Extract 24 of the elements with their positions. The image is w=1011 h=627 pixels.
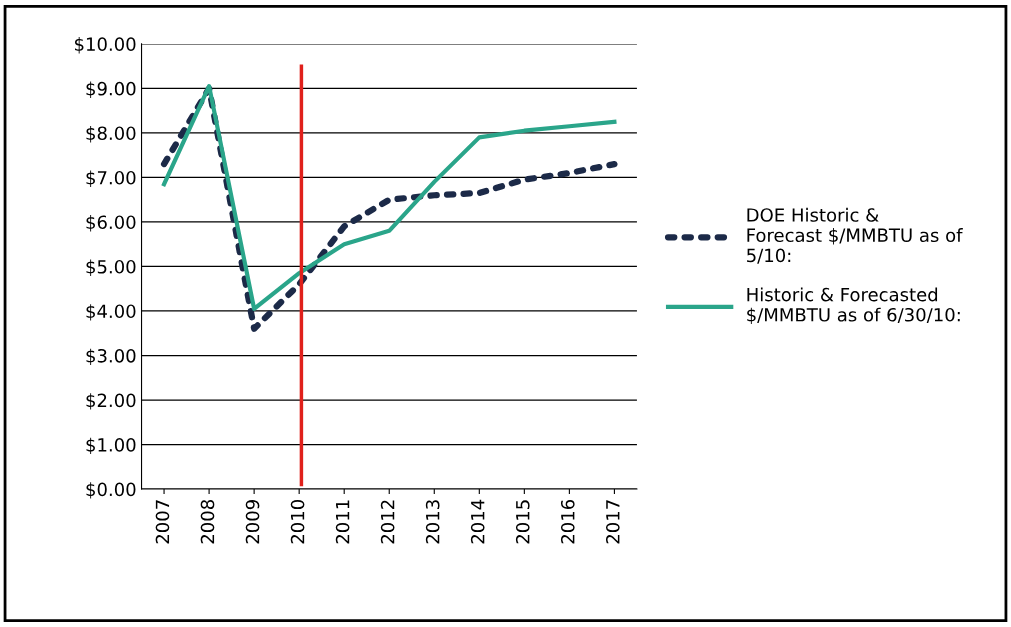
y-tick-label: $3.00 (86, 348, 136, 366)
legend-label: DOE Historic & Forecast $/MMBTU as of 5/10: (747, 207, 963, 264)
y-tick-label: $8.00 (86, 126, 136, 143)
x-tick-label: 2010 (290, 499, 305, 544)
x-tick-label: 2012 (380, 500, 395, 544)
y-tick-label: $4.00 (86, 304, 136, 321)
y-tick-label: $6.00 (86, 215, 136, 232)
x-tick-label: 2013 (425, 500, 440, 544)
y-tick-label: $1.00 (86, 437, 136, 455)
x-tick-label: 2016 (560, 499, 575, 544)
x-tick-label: 2007 (155, 500, 170, 544)
x-tick-label: 2008 (200, 500, 215, 544)
y-tick-label: $2.00 (86, 393, 136, 410)
x-tick-label: 2017 (605, 500, 620, 544)
y-tick-label: $5.00 (86, 259, 136, 276)
x-tick-label: 2009 (245, 500, 260, 544)
x-tick-label: 2014 (470, 499, 485, 544)
y-tick-label: $0.00 (86, 482, 136, 499)
x-tick-label: 2011 (335, 500, 350, 544)
y-tick-label: $10.00 (75, 37, 136, 54)
y-tick-label: $9.00 (86, 81, 136, 98)
legend-label: Historic & Forecasted $/MMBTU as of 6/30/10: (747, 287, 960, 325)
y-tick-label: $7.00 (86, 170, 136, 187)
x-tick-label: 2015 (515, 500, 530, 544)
